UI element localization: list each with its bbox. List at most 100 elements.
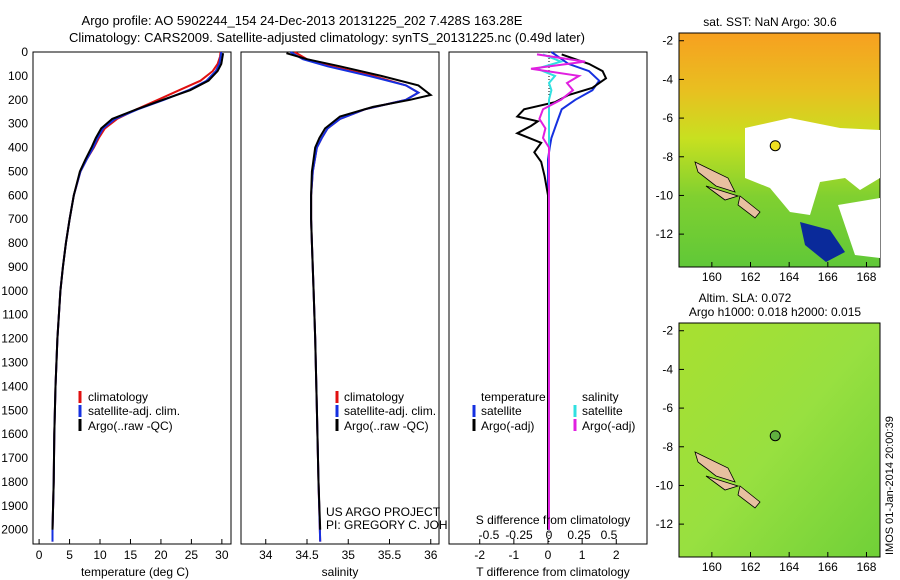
s-tick-label: 0.5 <box>601 528 618 542</box>
map-y-tick-label: -2 <box>662 324 673 338</box>
x-tick-label: 15 <box>124 548 138 562</box>
salinity-legend: climatology satellite-adj. clim. Argo(..… <box>335 390 436 433</box>
sst-map-title: sat. SST: NaN Argo: 30.6 <box>703 15 837 29</box>
legend-label-climatology: climatology <box>344 390 404 404</box>
island <box>705 185 740 201</box>
x-tick-label: 2 <box>613 548 620 562</box>
legend-label-satellite-adj: satellite-adj. clim. <box>88 404 180 418</box>
x-tick-label: 0 <box>36 548 43 562</box>
x-tick-label: 1 <box>579 548 586 562</box>
depth-tick-label: 600 <box>8 188 28 202</box>
x-tick-label: 20 <box>154 548 168 562</box>
map-x-tick-label: 162 <box>740 560 760 574</box>
x-tick-label: 35.5 <box>378 548 402 562</box>
depth-tick-label: 1600 <box>1 427 28 441</box>
legend-title-temperature: temperature <box>481 390 546 404</box>
s-tick-label: -0.25 <box>505 528 533 542</box>
island <box>694 161 736 193</box>
depth-tick-label: 1500 <box>1 403 28 417</box>
map-x-tick-label: 160 <box>702 270 722 284</box>
legend-label-argo: Argo(..raw -QC) <box>344 419 429 433</box>
x-tick-label: 34.5 <box>295 548 319 562</box>
depth-tick-label: 1700 <box>1 451 28 465</box>
depth-tick-label: 800 <box>8 236 28 250</box>
argo-location-marker <box>769 430 781 442</box>
legend-label-temp-argo: Argo(-adj) <box>481 419 534 433</box>
map-y-tick-label: -6 <box>662 111 673 125</box>
map-x-tick-label: 162 <box>740 270 760 284</box>
map-x-tick-label: 168 <box>856 560 876 574</box>
series-line-salinity-argo-adj- <box>530 53 586 530</box>
difference-legend: temperature salinity satellite Argo(-adj… <box>472 390 635 433</box>
x-tick-label: 10 <box>93 548 107 562</box>
s-tick-label: -0.5 <box>479 528 500 542</box>
depth-axis: 0 100 200 300 400 500 600 700 800 900 1000 1100 1200… <box>1 45 38 537</box>
sla-map-frame <box>678 322 881 558</box>
depth-tick-label: 0 <box>21 45 28 59</box>
map-y-tick-label: -10 <box>656 188 674 202</box>
island <box>737 485 761 509</box>
temperature-plot-frame <box>32 51 232 545</box>
depth-tick-label: 2000 <box>1 523 28 537</box>
map-y-tick-label: -8 <box>662 440 673 454</box>
map-y-tick-label: -4 <box>662 72 673 86</box>
series-line-argo-raw-qc- <box>286 52 433 530</box>
x-tick-label: 36 <box>424 548 438 562</box>
legend-title-salinity: salinity <box>582 390 619 404</box>
depth-tick-label: 500 <box>8 164 28 178</box>
depth-tick-label: 1100 <box>2 308 28 322</box>
depth-tick-label: 1000 <box>1 284 28 298</box>
depth-tick-label: 1200 <box>1 332 28 346</box>
legend-label-argo: Argo(..raw -QC) <box>88 419 173 433</box>
series-line-argo-raw-qc- <box>51 53 225 530</box>
map-x-tick-label: 164 <box>779 270 799 284</box>
temperature-legend: climatology satellite-adj. clim. Argo(..… <box>78 390 180 433</box>
title-line-1: Argo profile: AO 5902244_154 24-Dec-2013… <box>82 13 523 28</box>
map-y-tick-label: -12 <box>656 517 674 531</box>
sst-map: sat. SST: NaN Argo: 30.6 160 162 164 166 168… <box>656 15 881 284</box>
legend-label-climatology: climatology <box>88 390 148 404</box>
depth-tick-label: 700 <box>8 212 28 226</box>
x-tick-label: 35 <box>342 548 356 562</box>
island <box>694 451 736 483</box>
depth-tick-label: 1400 <box>1 379 28 393</box>
map-y-tick-label: -12 <box>656 227 674 241</box>
legend-label-satellite-adj: satellite-adj. clim. <box>344 404 436 418</box>
map-x-tick-label: 160 <box>702 560 722 574</box>
legend-label-sal-satellite: satellite <box>582 404 623 418</box>
depth-tick-label: 200 <box>8 93 28 107</box>
s-difference-label: S difference from climatology <box>476 513 631 527</box>
depth-tick-label: 100 <box>8 69 28 83</box>
s-tick-label: 0.25 <box>567 528 591 542</box>
x-tick-label: -2 <box>474 548 485 562</box>
title-line-2: Climatology: CARS2009. Satellite-adjuste… <box>69 30 585 45</box>
depth-tick-label: 1300 <box>1 355 28 369</box>
x-tick-label: 25 <box>185 548 199 562</box>
map-x-tick-label: 166 <box>818 560 838 574</box>
map-x-tick-label: 164 <box>779 560 799 574</box>
x-tick-label: 34 <box>259 548 273 562</box>
s-tick-label: 0 <box>546 528 553 542</box>
map-y-tick-label: -6 <box>662 401 673 415</box>
salinity-xlabel: salinity <box>322 565 359 579</box>
sla-map: Altim. SLA: 0.072 Argo h1000: 0.018 h200… <box>656 291 881 574</box>
imos-watermark: IMOS 01-Jan-2014 20:00:39 <box>884 416 896 555</box>
temperature-xlabel: temperature (deg C) <box>81 565 189 579</box>
legend-label-temp-satellite: satellite <box>481 404 522 418</box>
depth-tick-label: 900 <box>8 260 28 274</box>
temperature-panel: 0 5 10 15 20 25 30 temperature (deg C) climato… <box>32 51 232 579</box>
island <box>705 475 740 491</box>
map-y-tick-label: -2 <box>662 34 673 48</box>
x-tick-label: 30 <box>215 548 229 562</box>
t-difference-label: T difference from climatology <box>476 565 630 579</box>
sla-map-title-2: Argo h1000: 0.018 h2000: 0.015 <box>689 305 861 319</box>
map-y-tick-label: -8 <box>662 150 673 164</box>
depth-tick-label: 1800 <box>1 475 28 489</box>
pi-line-2: PI: GREGORY C. JOHNSON <box>326 518 482 532</box>
pi-line-1: US ARGO PROJECT <box>326 505 441 519</box>
difference-panel: -2 -1 0 1 2 -0.5 -0.25 0 0.25 0.5 S difference fr… <box>448 51 648 579</box>
map-y-tick-label: -10 <box>656 478 674 492</box>
map-x-tick-label: 168 <box>856 270 876 284</box>
argo-location-marker <box>769 140 781 152</box>
x-tick-label: 0 <box>545 548 552 562</box>
